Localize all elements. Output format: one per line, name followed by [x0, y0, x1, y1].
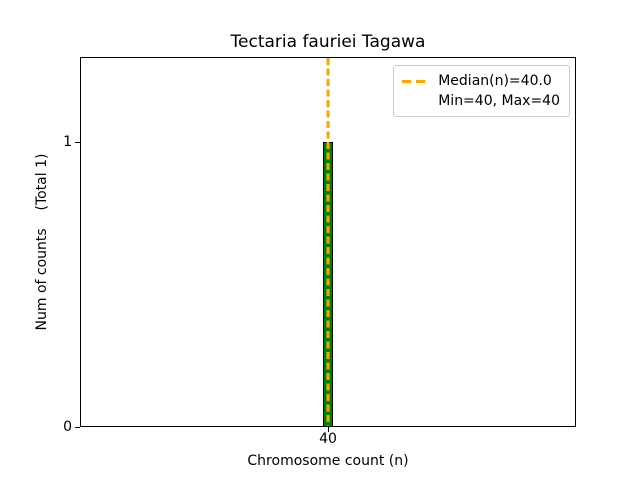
legend-entry-minmax: Min=40, Max=40 — [402, 91, 560, 111]
legend: Median(n)=40.0 Min=40, Max=40 — [393, 65, 570, 117]
legend-label-median: Median(n)=40.0 — [438, 73, 552, 89]
y-tick-label-1: 1 — [63, 134, 72, 150]
dashed-line-icon — [402, 79, 430, 83]
y-tick-mark-1 — [75, 142, 80, 143]
chart-title: Tectaria fauriei Tagawa — [230, 32, 426, 52]
plot-area: Median(n)=40.0 Min=40, Max=40 — [80, 57, 576, 427]
legend-entry-median: Median(n)=40.0 — [402, 71, 560, 91]
x-tick-mark — [327, 427, 329, 432]
x-axis-label: Chromosome count (n) — [247, 453, 409, 469]
legend-empty-handle — [402, 100, 429, 103]
legend-label-minmax: Min=40, Max=40 — [438, 93, 560, 109]
x-tick-label: 40 — [319, 431, 337, 447]
y-axis-label: Num of counts (Total 1) — [34, 153, 50, 331]
y-tick-mark-0 — [75, 427, 80, 428]
median-line — [326, 58, 330, 426]
y-tick-label-0: 0 — [63, 419, 72, 435]
